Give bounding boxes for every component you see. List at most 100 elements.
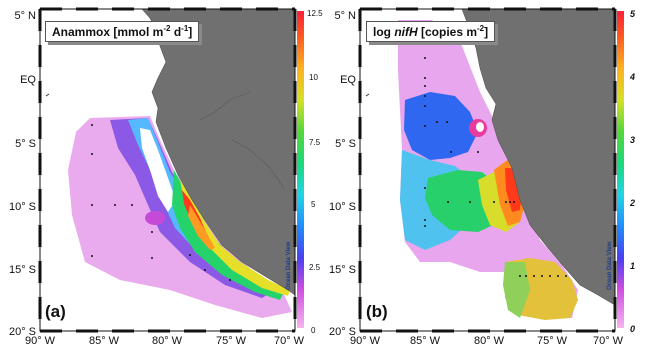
lat-label: EQ	[340, 74, 356, 86]
anammox-field-orange	[188, 205, 215, 250]
panel-a-title-end: ]	[188, 25, 193, 39]
station	[557, 275, 559, 277]
odv-watermark-a: Ocean Data View	[286, 241, 292, 290]
anammox-field-red-core	[182, 190, 206, 232]
lon-label: 90° W	[25, 335, 56, 346]
galapagos-b	[365, 93, 370, 97]
station	[450, 151, 452, 153]
station	[525, 275, 527, 277]
station	[469, 201, 471, 203]
lat-label: 10° S	[329, 201, 356, 213]
station	[513, 201, 515, 203]
anammox-field-white-core	[140, 128, 176, 212]
station	[424, 77, 426, 79]
lon-label: 85° W	[89, 335, 120, 346]
lon-label: 75° W	[216, 335, 247, 346]
colorbar-b-label: 3	[630, 135, 635, 145]
station	[424, 95, 426, 97]
station	[131, 204, 133, 206]
station	[229, 279, 231, 281]
station	[424, 57, 426, 59]
nifh-field-blue	[404, 92, 478, 160]
lon-label: 70° W	[274, 335, 305, 346]
station	[91, 124, 93, 126]
station	[424, 187, 426, 189]
lon-label: 80° W	[474, 335, 505, 346]
colorbar-b-label: 2	[629, 198, 635, 208]
anammox-field-band-cyan	[128, 118, 274, 292]
station	[549, 275, 551, 277]
panel-a: Ocean Data View 12.5 10 7.5 5 2.5 0 5° N…	[9, 7, 323, 346]
station	[424, 219, 426, 221]
colorbar-a-label: 10	[309, 73, 318, 82]
lat-label: 20° S	[329, 326, 356, 338]
anammox-eddy	[145, 211, 165, 225]
station	[436, 121, 438, 123]
station	[91, 204, 93, 206]
station	[424, 105, 426, 107]
station	[424, 125, 426, 127]
stations-a	[91, 124, 231, 281]
panel-b: Ocean Data View 5 4 3 2 1 0 5° N EQ 5° S…	[329, 7, 636, 346]
panel-b-map	[360, 9, 615, 331]
panel-a-title-sup1: -2	[163, 24, 171, 33]
lon-label: 75° W	[537, 335, 568, 346]
panel-a-title-text: Anammox [mmol m	[52, 25, 164, 39]
nifh-field-south-green	[503, 262, 530, 318]
station	[91, 153, 93, 155]
nifh-eddy-center	[476, 122, 484, 132]
border-line-a2	[199, 91, 251, 121]
lat-label: 5° N	[14, 10, 36, 22]
station	[477, 151, 479, 153]
panel-a-title-sup2: -1	[181, 24, 189, 33]
panel-b-title-end: ]	[484, 25, 489, 39]
station	[519, 275, 521, 277]
colorbar-a	[297, 11, 304, 328]
station	[493, 201, 495, 203]
lat-label: 10° S	[9, 201, 36, 213]
lat-label: EQ	[20, 74, 36, 86]
colorbar-a-label: 7.5	[309, 138, 321, 147]
stations-b	[424, 57, 567, 277]
panel-b-title-gene: nifH	[394, 25, 418, 39]
panel-a-title-mid: d	[170, 25, 182, 39]
station	[151, 231, 153, 233]
station	[91, 255, 93, 257]
panel-a-map	[40, 9, 295, 331]
lat-label: 15° S	[329, 264, 356, 276]
lat-label: 5° S	[15, 138, 36, 150]
lon-label: 70° W	[593, 335, 624, 346]
station	[565, 275, 567, 277]
panel-a-border-dashes	[38, 7, 297, 333]
lat-label: 5° S	[335, 138, 356, 150]
colorbar-b	[617, 11, 624, 328]
station	[505, 201, 507, 203]
lon-label: 90° W	[350, 335, 381, 346]
panel-b-border-dashes	[358, 7, 617, 333]
panel-b-label: (b)	[366, 302, 388, 321]
station	[151, 257, 153, 259]
panel-a-title: Anammox [mmol m-2 d-1]	[45, 21, 200, 42]
land-south-america-b	[461, 9, 615, 306]
station	[189, 254, 191, 256]
station	[541, 275, 543, 277]
colorbar-a-label: 12.5	[307, 9, 323, 18]
galapagos-a	[45, 93, 50, 97]
colorbar-b-label: 1	[630, 261, 635, 271]
station	[114, 204, 116, 206]
lat-label: 5° N	[334, 10, 356, 22]
lat-label: 20° S	[9, 326, 36, 338]
panel-a-label: (a)	[45, 302, 66, 321]
station	[424, 85, 426, 87]
colorbar-a-label: 2.5	[309, 263, 321, 272]
panel-b-title-suffix: [copies m	[417, 25, 478, 39]
station	[533, 275, 535, 277]
colorbar-a-label: 5	[311, 200, 316, 209]
station	[446, 121, 448, 123]
lon-label: 85° W	[410, 335, 441, 346]
lat-label: 15° S	[9, 264, 36, 276]
odv-watermark-b: Ocean Data View	[607, 241, 613, 290]
colorbar-b-label: 5	[630, 9, 636, 19]
station	[424, 225, 426, 227]
panel-b-title: log nifH [copies m-2]	[366, 21, 496, 42]
